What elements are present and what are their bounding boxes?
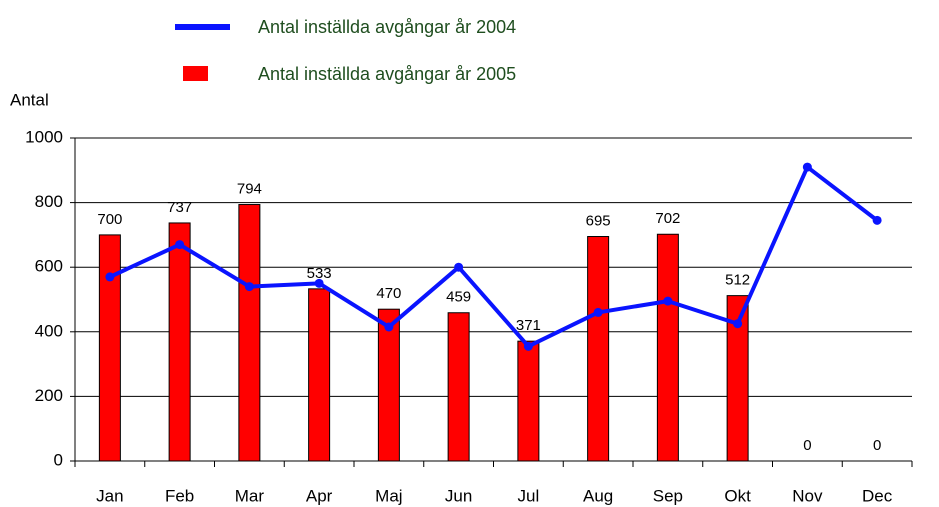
line-point — [733, 319, 743, 329]
y-tick-label: 400 — [35, 321, 63, 340]
data-label: 533 — [307, 265, 332, 282]
x-tick-label: Okt — [724, 486, 751, 505]
data-label: 0 — [803, 437, 811, 454]
bar — [98, 234, 121, 462]
line-point — [244, 282, 254, 292]
line-point — [872, 215, 882, 225]
line-point — [802, 162, 812, 172]
line-point — [663, 296, 673, 306]
data-label: 702 — [655, 210, 680, 227]
legend-label: Antal inställda avgångar år 2005 — [258, 64, 516, 84]
data-label: 470 — [376, 285, 401, 302]
y-tick-label: 800 — [35, 192, 63, 211]
bar — [308, 288, 331, 462]
x-tick-label: Jul — [518, 486, 540, 505]
bar — [517, 340, 540, 462]
data-label: 700 — [97, 211, 122, 228]
line-point — [105, 272, 115, 282]
bar — [238, 204, 261, 462]
bar — [168, 222, 191, 462]
bar — [656, 233, 679, 462]
data-label: 459 — [446, 289, 471, 306]
y-tick-label: 600 — [35, 257, 63, 276]
line-point — [175, 240, 185, 250]
x-tick-label: Feb — [165, 486, 194, 505]
x-tick-label: Dec — [862, 486, 893, 505]
x-tick-label: Mar — [235, 486, 265, 505]
bar — [726, 295, 749, 462]
data-label: 737 — [167, 199, 192, 216]
y-tick-label: 1000 — [25, 127, 63, 146]
data-label: 695 — [586, 212, 611, 229]
bar — [377, 308, 400, 462]
x-tick-label: Maj — [375, 486, 402, 505]
x-tick-label: Nov — [792, 486, 823, 505]
data-label: 512 — [725, 272, 750, 289]
line — [109, 165, 879, 349]
data-label: 794 — [237, 181, 262, 198]
line-point — [454, 262, 464, 272]
data-label: 0 — [873, 437, 881, 454]
line-point — [523, 341, 533, 351]
legend-swatch — [183, 66, 208, 81]
bar — [447, 312, 470, 462]
x-tick-label: Jan — [96, 486, 123, 505]
line-point — [314, 278, 324, 288]
y-tick-label: 200 — [35, 386, 63, 405]
x-tick-label: Sep — [653, 486, 683, 505]
line-point — [593, 307, 603, 317]
y-tick-label: 0 — [54, 450, 63, 469]
data-label: 371 — [516, 317, 541, 334]
y-axis-label: Antal — [10, 90, 49, 109]
line-point — [384, 322, 394, 332]
x-tick-label: Jun — [445, 486, 472, 505]
bar — [587, 236, 610, 462]
x-tick-label: Apr — [306, 486, 333, 505]
legend-label: Antal inställda avgångar år 2004 — [258, 17, 516, 37]
x-tick-label: Aug — [583, 486, 613, 505]
